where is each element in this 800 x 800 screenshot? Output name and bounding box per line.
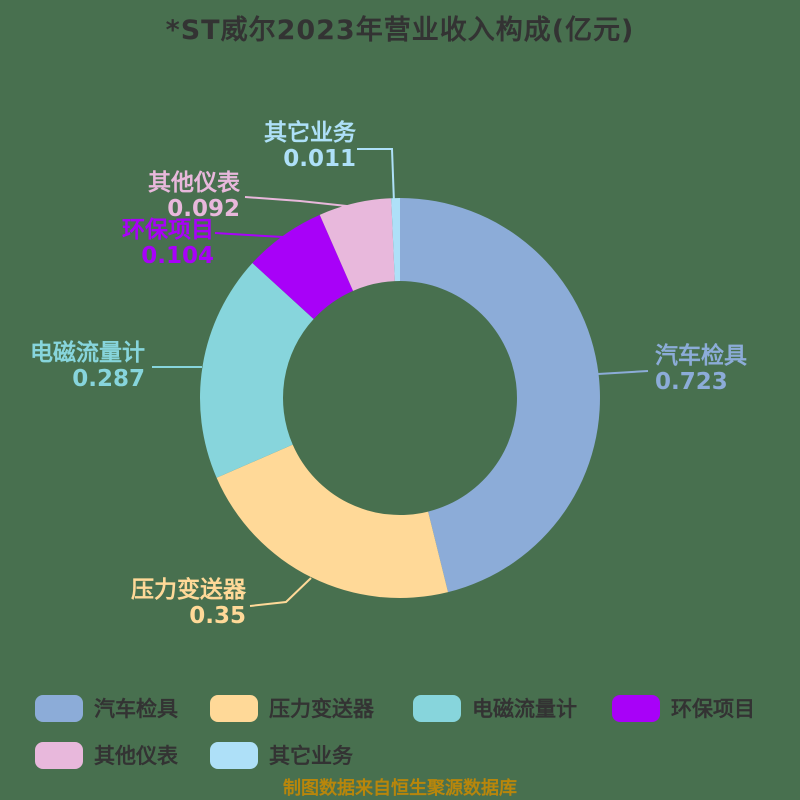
slice-name: 压力变送器 xyxy=(131,577,246,603)
slice-value: 0.011 xyxy=(283,146,356,172)
legend-swatch xyxy=(413,694,461,722)
slice-callout-auto-gauges: 汽车检具 0.723 xyxy=(655,343,747,395)
slice-callout-other-business: 其它业务 0.011 xyxy=(264,120,356,172)
pie-slice-3[interactable] xyxy=(252,214,354,320)
pie-slice-1[interactable] xyxy=(216,444,449,598)
slice-name: 环保项目 xyxy=(122,217,214,243)
legend-swatch xyxy=(210,694,258,722)
slice-name: 汽车检具 xyxy=(655,343,747,369)
leader-line-1 xyxy=(249,577,312,607)
slice-value: 0.287 xyxy=(72,366,145,392)
legend-item-other-business[interactable]: 其它业务 xyxy=(210,740,353,770)
legend-swatch xyxy=(210,741,258,769)
slice-callout-electromagnetic-flowmeter: 电磁流量计 0.287 xyxy=(30,340,145,392)
slice-value: 0.092 xyxy=(167,196,240,222)
slice-value: 0.35 xyxy=(189,603,246,629)
legend-label: 其他仪表 xyxy=(94,744,178,768)
data-source-note: 制图数据来自恒生聚源数据库 xyxy=(283,778,517,799)
pie-slice-4[interactable] xyxy=(319,198,395,291)
legend-swatch xyxy=(35,694,83,722)
chart-title: *ST威尔2023年营业收入构成(亿元) xyxy=(165,15,635,46)
leader-line-3 xyxy=(214,232,284,238)
legend-label: 压力变送器 xyxy=(269,697,374,721)
pie-slice-0[interactable] xyxy=(400,198,600,593)
leader-line-4 xyxy=(244,196,357,208)
legend-item-environmental-project[interactable]: 环保项目 xyxy=(612,693,755,723)
legend-label: 汽车检具 xyxy=(94,697,178,721)
pie-slice-5[interactable] xyxy=(391,197,400,282)
legend-item-auto-gauges[interactable]: 汽车检具 xyxy=(35,693,178,723)
slice-callout-pressure-transmitter: 压力变送器 0.35 xyxy=(131,577,246,629)
slice-name: 其他仪表 xyxy=(148,170,240,196)
leader-line-0 xyxy=(597,370,649,375)
slice-value: 0.723 xyxy=(655,369,728,395)
legend-item-electromagnetic-flowmeter[interactable]: 电磁流量计 xyxy=(413,693,577,723)
pie-slice-2[interactable] xyxy=(200,263,314,478)
legend-swatch xyxy=(35,741,83,769)
leader-line-5 xyxy=(357,148,395,204)
slice-callout-environmental-project: 环保项目 0.104 xyxy=(122,217,214,269)
legend-item-other-instruments[interactable]: 其他仪表 xyxy=(35,740,178,770)
legend-swatch xyxy=(612,694,660,722)
slice-callout-other-instruments: 其他仪表 0.092 xyxy=(148,170,240,222)
legend-label: 其它业务 xyxy=(269,744,353,768)
legend-item-pressure-transmitter[interactable]: 压力变送器 xyxy=(210,693,374,723)
legend-label: 电磁流量计 xyxy=(472,697,577,721)
slice-name: 电磁流量计 xyxy=(30,340,145,366)
slice-name: 其它业务 xyxy=(264,120,356,146)
slice-value: 0.104 xyxy=(141,243,214,269)
legend-label: 环保项目 xyxy=(671,697,755,721)
